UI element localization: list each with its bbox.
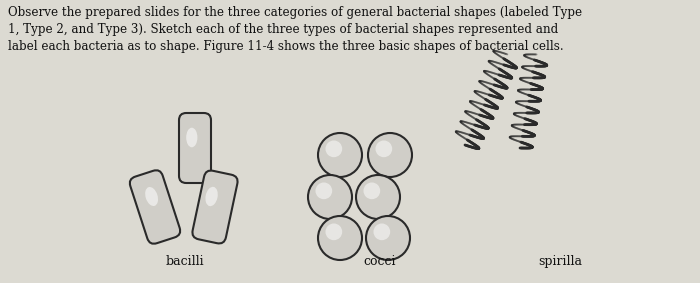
Circle shape <box>318 133 362 177</box>
Text: spirilla: spirilla <box>538 255 582 268</box>
Text: Observe the prepared slides for the three categories of general bacterial shapes: Observe the prepared slides for the thre… <box>8 6 582 53</box>
Circle shape <box>363 183 380 199</box>
FancyBboxPatch shape <box>179 113 211 183</box>
Circle shape <box>375 140 392 157</box>
Circle shape <box>326 224 342 240</box>
Circle shape <box>308 175 352 219</box>
Circle shape <box>318 216 362 260</box>
Ellipse shape <box>186 128 197 147</box>
Text: bacilli: bacilli <box>166 255 204 268</box>
FancyBboxPatch shape <box>130 170 180 244</box>
Circle shape <box>366 216 410 260</box>
Ellipse shape <box>145 187 158 206</box>
Ellipse shape <box>205 187 218 206</box>
FancyBboxPatch shape <box>193 171 237 243</box>
Circle shape <box>368 133 412 177</box>
Circle shape <box>316 183 332 199</box>
Text: cocci: cocci <box>364 255 396 268</box>
Circle shape <box>356 175 400 219</box>
Circle shape <box>374 224 390 240</box>
Circle shape <box>326 140 342 157</box>
